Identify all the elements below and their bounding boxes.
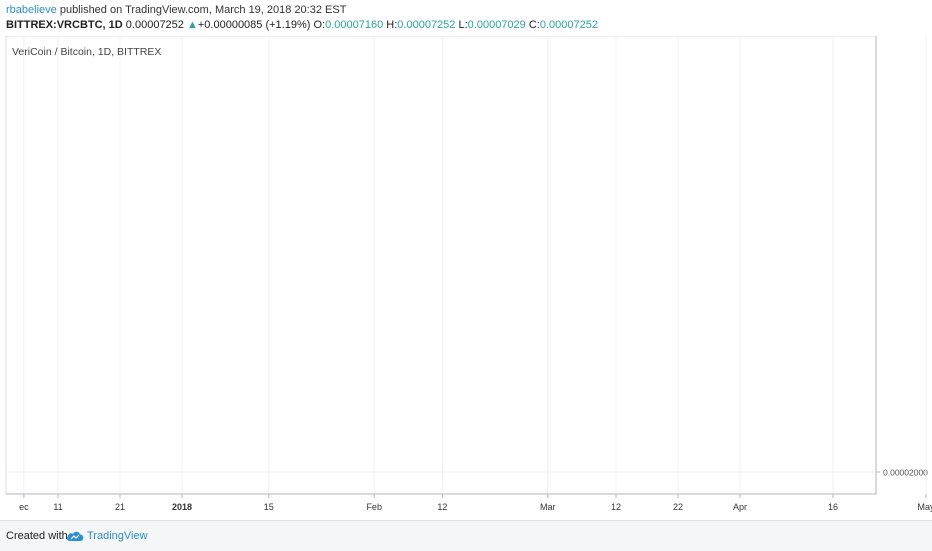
x-tick-label: 11 (53, 502, 62, 512)
symbol-label: BITTREX:VRCBTC, 1D (6, 19, 123, 31)
high-label: H: (386, 19, 398, 31)
low-label: L: (458, 19, 468, 31)
close-label: C: (528, 19, 540, 31)
x-tick-label: Mar (540, 502, 556, 512)
ohlc-line: BITTREX:VRCBTC, 1D 0.00007252 ▲+0.000000… (6, 19, 598, 31)
publish-info: published on TradingView.com, March 19, … (59, 4, 347, 16)
open-value: 0.00007160 (325, 19, 384, 31)
high-value: 0.00007252 (397, 19, 456, 31)
low-value: 0.00007029 (467, 19, 526, 31)
x-tick-label: 21 (115, 502, 125, 512)
x-tick-label: 22 (673, 502, 683, 512)
publish-line: rbabelieve published on TradingView.com,… (6, 4, 346, 16)
price-chart[interactable]: 0.00002000 ec 11 21 2018 15 Feb 12 Mar 12 22 Apr 16 M… (0, 36, 932, 520)
x-tick-label: 2018 (172, 502, 192, 512)
tradingview-cloud-icon (66, 529, 84, 547)
change-up-icon: ▲ (186, 19, 198, 31)
price-change: +0.00000085 (+1.19%) (197, 19, 311, 31)
x-tick-label: 12 (611, 502, 621, 512)
x-tick-label: 12 (437, 502, 447, 512)
author-link[interactable]: rbabelieve (6, 4, 57, 16)
chart-header: rbabelieve published on TradingView.com,… (0, 0, 932, 34)
open-label: O: (313, 19, 326, 31)
chart-title: VeriCoin / Bitcoin, 1D, BITTREX (12, 46, 161, 58)
x-tick-label: May (917, 502, 932, 512)
close-value: 0.00007252 (539, 19, 598, 31)
tradingview-link[interactable]: TradingView (87, 530, 148, 542)
x-tick-label: ec (19, 502, 29, 512)
x-tick-label: Feb (366, 502, 382, 512)
plot-area[interactable] (5, 36, 877, 495)
x-tick-label: Apr (733, 502, 747, 512)
x-tick-label: 15 (264, 502, 274, 512)
footer-bar: Created with TradingView (0, 520, 932, 551)
y-tick-label: 0.00002000 (883, 468, 928, 478)
created-with-label: Created with (6, 530, 68, 542)
x-tick-label: 16 (828, 502, 838, 512)
last-price: 0.00007252 (125, 19, 184, 31)
